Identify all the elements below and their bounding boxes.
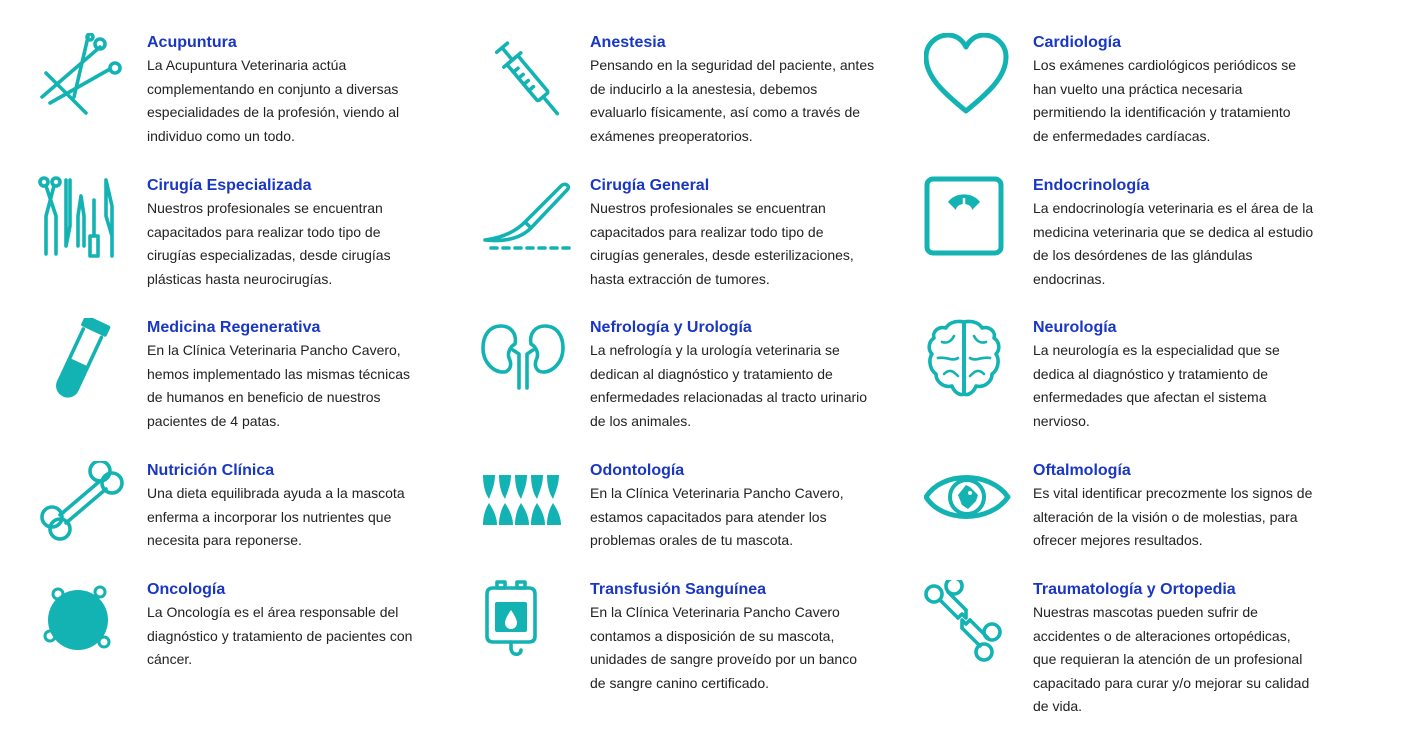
service-title[interactable]: Cirugía Especializada xyxy=(147,177,312,194)
service-title[interactable]: Anestesia xyxy=(590,34,666,51)
service-title[interactable]: Oftalmología xyxy=(1033,462,1131,479)
service-title[interactable]: Cardiología xyxy=(1033,34,1122,51)
bone-icon xyxy=(38,461,130,553)
service-title[interactable]: Cirugía General xyxy=(590,177,710,194)
service-description: Pensando en la seguridad del paciente, a… xyxy=(590,57,875,144)
service-title[interactable]: Traumatología y Ortopedia xyxy=(1033,581,1236,598)
service-description: Es vital identificar precozmente los sig… xyxy=(1033,485,1313,548)
broken-bone-icon xyxy=(924,580,1016,672)
service-title[interactable]: Endocrinología xyxy=(1033,177,1150,194)
service-description: Nuestros profesionales se encuentran capa… xyxy=(147,200,391,287)
service-description: En la Clínica Veterinaria Pancho Cavero,… xyxy=(590,485,844,548)
blood-bag-icon xyxy=(481,580,573,672)
service-title[interactable]: Transfusión Sanguínea xyxy=(590,581,767,598)
kidneys-icon xyxy=(481,318,573,410)
service-description: La neurología es la especialidad que se d… xyxy=(1033,342,1280,429)
service-description: Una dieta equilibrada ayuda a la mascota… xyxy=(147,485,405,548)
service-description: La Acupuntura Veterinaria actúa complemen… xyxy=(147,57,400,144)
heart-icon xyxy=(924,33,1016,125)
service-title[interactable]: Nutrición Clínica xyxy=(147,462,275,479)
teeth-icon xyxy=(481,461,573,553)
scalpel-icon xyxy=(481,176,573,268)
service-description: Nuestras mascotas pueden sufrir de accide… xyxy=(1033,604,1310,714)
service-title[interactable]: Medicina Regenerativa xyxy=(147,319,321,336)
cell-icon xyxy=(38,580,130,672)
service-description: La endocrinología veterinaria es el área… xyxy=(1033,200,1314,287)
service-description: Nuestros profesionales se encuentran capa… xyxy=(590,200,854,287)
service-description: En la Clínica Veterinaria Pancho Cavero,… xyxy=(147,342,410,429)
service-title[interactable]: Acupuntura xyxy=(147,34,237,51)
service-description: En la Clínica Veterinaria Pancho Cavero c… xyxy=(590,604,857,691)
test-tube-icon xyxy=(38,318,130,410)
service-description: La Oncología es el área responsable del d… xyxy=(147,604,413,667)
service-title[interactable]: Odontología xyxy=(590,462,685,479)
brain-icon xyxy=(924,318,1016,410)
service-description: La nefrología y la urología veterinaria … xyxy=(590,342,868,429)
service-title[interactable]: Nefrología y Urología xyxy=(590,319,752,336)
acupuncture-needles-icon xyxy=(38,33,130,125)
surgical-tools-icon xyxy=(38,176,130,268)
service-title[interactable]: Neurología xyxy=(1033,319,1117,336)
service-title[interactable]: Oncología xyxy=(147,581,226,598)
eye-icon xyxy=(924,461,1016,553)
syringe-icon xyxy=(481,33,573,125)
service-description: Los exámenes cardiológicos periódicos se… xyxy=(1033,57,1297,144)
weight-scale-icon xyxy=(924,176,1016,268)
